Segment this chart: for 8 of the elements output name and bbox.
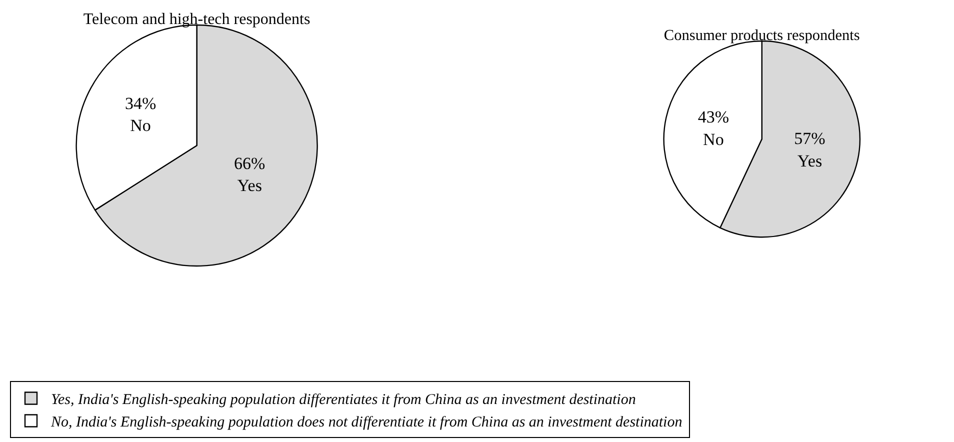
- data-label: 57% Yes: [794, 129, 826, 170]
- chart-title: Consumer products respondents: [664, 27, 860, 44]
- chart-title: Telecom and high-tech respondents: [83, 11, 310, 28]
- data-label: 66% Yes: [234, 154, 266, 196]
- legend-label: No, India's English-speaking population does not differentiate it from China as an investment destination: [50, 414, 682, 431]
- data-label: 34% No: [124, 94, 156, 136]
- legend-label: Yes, India's English-speaking population differentiates it from China as an investment destination: [51, 392, 636, 408]
- data-label: 43% No: [698, 108, 730, 149]
